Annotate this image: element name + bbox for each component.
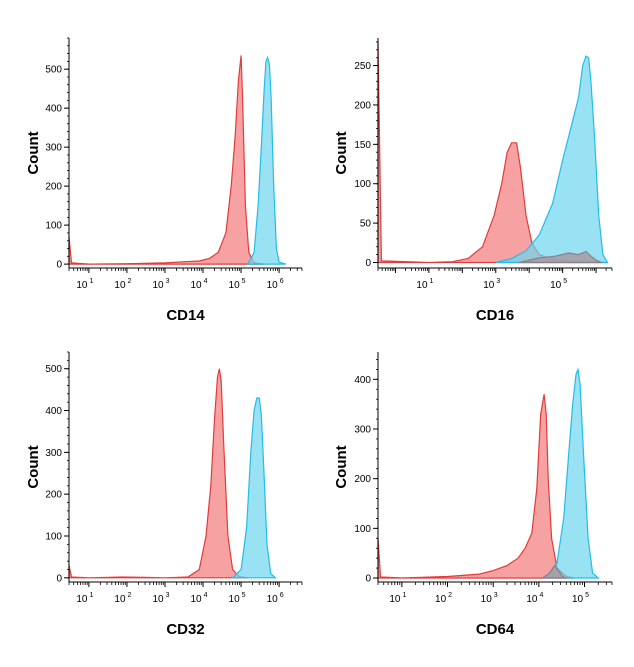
cd64-x-tick-label: 10 2 [435, 592, 452, 605]
cd14-y-tick-label: 100 [45, 221, 62, 232]
cd32-y-axis-label: Count [25, 445, 42, 488]
cd14-y-tick-label: 500 [45, 65, 62, 76]
cd64-control-histogram [377, 394, 575, 579]
cd14-stained-histogram [246, 55, 286, 265]
panel-cd64: 0 100 200 300 400 10 1 10 2 10 3 10 4 10 5 CD64 Count [333, 352, 613, 638]
cd32-y-tick-label: 400 [45, 406, 62, 417]
cd14-x-tick-label: 10 3 [152, 278, 169, 291]
cd32-y-tick-label: 300 [45, 448, 62, 459]
cd14-y-axis-label: Count [25, 131, 42, 174]
cd16-y-tick-label: 200 [354, 100, 371, 111]
cd64-y-tick-label: 100 [354, 524, 371, 535]
cd14-y-tick-label: 300 [45, 143, 62, 154]
panel-cd16: 0 50 100 150 200 250 10 1 10 3 10 5 CD16 Count [333, 38, 613, 324]
cd64-y-tick-label: 400 [354, 375, 371, 386]
cd64-y-tick-label: 200 [354, 474, 371, 485]
cd14-y-tick-label: 0 [56, 260, 62, 271]
cd32-x-tick-label: 10 6 [267, 592, 284, 605]
cd14-x-axis-label: CD14 [166, 307, 205, 324]
cd32-x-tick-label: 10 3 [152, 592, 169, 605]
panel-cd32: 0 100 200 300 400 500 10 1 10 2 10 3 10 4 10 5 10 6 CD32 Co… [25, 351, 303, 638]
cd32-y-tick-label: 100 [45, 532, 62, 543]
cd32-x-tick-label: 10 4 [190, 592, 207, 605]
cd64-x-tick-label: 10 3 [481, 592, 498, 605]
cd14-y-tick-label: 200 [45, 182, 62, 193]
cd14-x-tick-label: 10 5 [229, 278, 246, 291]
cd32-x-tick-label: 10 5 [229, 592, 246, 605]
cd16-y-tick-label: 50 [360, 219, 372, 230]
cd16-y-tick-label: 0 [365, 258, 371, 269]
cd32-y-tick-label: 500 [45, 364, 62, 375]
cd32-x-axis-label: CD32 [166, 621, 204, 638]
cd32-y-tick-label: 200 [45, 490, 62, 501]
cd32-stained-histogram [231, 397, 277, 579]
cd64-y-tick-label: 300 [354, 424, 371, 435]
cd64-overlap-histogram [540, 564, 567, 579]
cd14-y-tick-label: 400 [45, 104, 62, 115]
panel-cd14: 0 100 200 300 400 500 10 1 10 2 10 3 10 4 10 5 10 6 CD14 Co… [25, 37, 303, 324]
cd16-x-tick-label: 10 3 [483, 278, 500, 291]
cd64-y-tick-label: 0 [365, 574, 371, 585]
cd16-x-axis-label: CD16 [476, 307, 514, 324]
cd16-y-axis-label: Count [333, 131, 350, 174]
cd32-x-tick-label: 10 1 [76, 592, 93, 605]
cd14-x-tick-label: 10 4 [190, 278, 207, 291]
cd14-control-histogram [68, 55, 265, 265]
cd64-x-tick-label: 10 4 [526, 592, 543, 605]
cd64-stained-histogram [545, 367, 600, 579]
cd16-y-tick-label: 250 [354, 61, 371, 72]
cd32-x-tick-label: 10 2 [114, 592, 131, 605]
cd14-x-tick-label: 10 6 [267, 278, 284, 291]
cd16-x-tick-label: 10 1 [416, 278, 433, 291]
cd16-y-tick-label: 100 [354, 179, 371, 190]
cd14-x-tick-label: 10 1 [76, 278, 93, 291]
cd64-x-axis-label: CD64 [476, 621, 515, 638]
cd32-y-tick-label: 0 [56, 573, 62, 584]
cd16-overlap-histogram [518, 250, 603, 264]
cd16-y-tick-label: 150 [354, 140, 371, 151]
cd64-y-axis-label: Count [333, 445, 350, 488]
cd32-control-histogram [68, 368, 248, 579]
cd14-x-tick-label: 10 2 [114, 278, 131, 291]
cd16-x-tick-label: 10 5 [550, 278, 567, 291]
cd64-x-tick-label: 10 5 [572, 592, 589, 605]
cd64-x-tick-label: 10 1 [389, 592, 406, 605]
cd16-stained-histogram [495, 55, 609, 264]
